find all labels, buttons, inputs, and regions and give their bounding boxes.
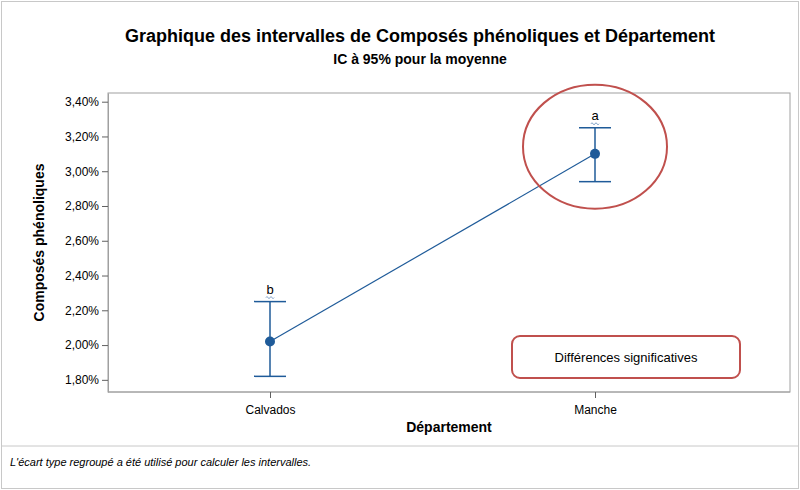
y-tick-mark [102, 171, 108, 172]
y-tick-label: 2,20% [65, 304, 99, 318]
y-tick: 2,80% [65, 199, 108, 213]
y-tick-mark [102, 102, 108, 103]
letter-underline [266, 297, 274, 299]
y-tick: 3,40% [65, 95, 108, 109]
x-tick-mark [595, 392, 596, 398]
x-axis-line [108, 392, 790, 393]
footnote-separator [2, 446, 798, 447]
y-tick-label: 2,00% [65, 338, 99, 352]
error-bar-cap-low [579, 181, 611, 183]
outer-frame [2, 2, 799, 489]
group-letter: b [266, 282, 273, 297]
y-tick: 2,60% [65, 234, 108, 248]
y-tick-mark [102, 310, 108, 311]
y-tick: 1,80% [65, 373, 108, 387]
highlight-circle [523, 85, 667, 209]
error-bar-cap-high [254, 301, 286, 303]
error-bar-cap-high [579, 127, 611, 129]
y-tick: 2,40% [65, 269, 108, 283]
y-tick-mark [102, 276, 108, 277]
x-tick: Calvados [245, 392, 295, 417]
group-letter: a [591, 108, 599, 123]
y-tick-label: 2,80% [65, 199, 99, 213]
x-axis-title: Département [406, 419, 492, 435]
y-tick-mark [102, 206, 108, 207]
y-tick-mark [102, 241, 108, 242]
y-tick-mark [102, 136, 108, 137]
annotation-box [512, 336, 740, 378]
y-axis: 1,80% 2,00% 2,20% 2,40% 2,60% 2,80% 3,00% 3,20%… [65, 94, 109, 393]
x-tick-mark [270, 392, 271, 398]
y-tick: 3,20% [65, 130, 108, 144]
y-tick-label: 3,20% [65, 130, 99, 144]
x-tick-label: Calvados [245, 403, 295, 417]
y-axis-line [108, 94, 109, 393]
plot-frame [108, 93, 790, 392]
mean-point [265, 337, 275, 347]
x-tick: Manche [574, 392, 617, 417]
y-tick: 2,20% [65, 304, 108, 318]
y-tick-label: 3,40% [65, 95, 99, 109]
mean-line [270, 154, 595, 342]
title: Graphique des intervalles de Composés ph… [125, 26, 715, 46]
mean-point [590, 149, 600, 159]
error-bar-cap-low [254, 376, 286, 378]
subtitle: IC à 95% pour la moyenne [333, 51, 507, 67]
x-axis: Calvados Manche [108, 392, 790, 417]
y-tick-label: 1,80% [65, 373, 99, 387]
y-tick: 3,00% [65, 165, 108, 179]
y-tick-label: 3,00% [65, 165, 99, 179]
footnote: L'écart type regroupé a été utilisé pour… [10, 456, 311, 468]
letter-underline [591, 123, 599, 125]
y-tick-mark [102, 380, 108, 381]
y-axis-title: Composés phénoliques [31, 163, 47, 321]
annotation: Différences significatives [555, 350, 698, 365]
x-tick-label: Manche [574, 403, 617, 417]
error-bar [254, 302, 286, 377]
y-tick-mark [102, 345, 108, 346]
y-tick-label: 2,60% [65, 234, 99, 248]
chart: 1,80% 2,00% 2,20% 2,40% 2,60% 2,80% 3,00% 3,20%… [0, 0, 800, 490]
y-tick-label: 2,40% [65, 269, 99, 283]
y-tick: 2,00% [65, 338, 108, 352]
error-bar [579, 128, 611, 182]
